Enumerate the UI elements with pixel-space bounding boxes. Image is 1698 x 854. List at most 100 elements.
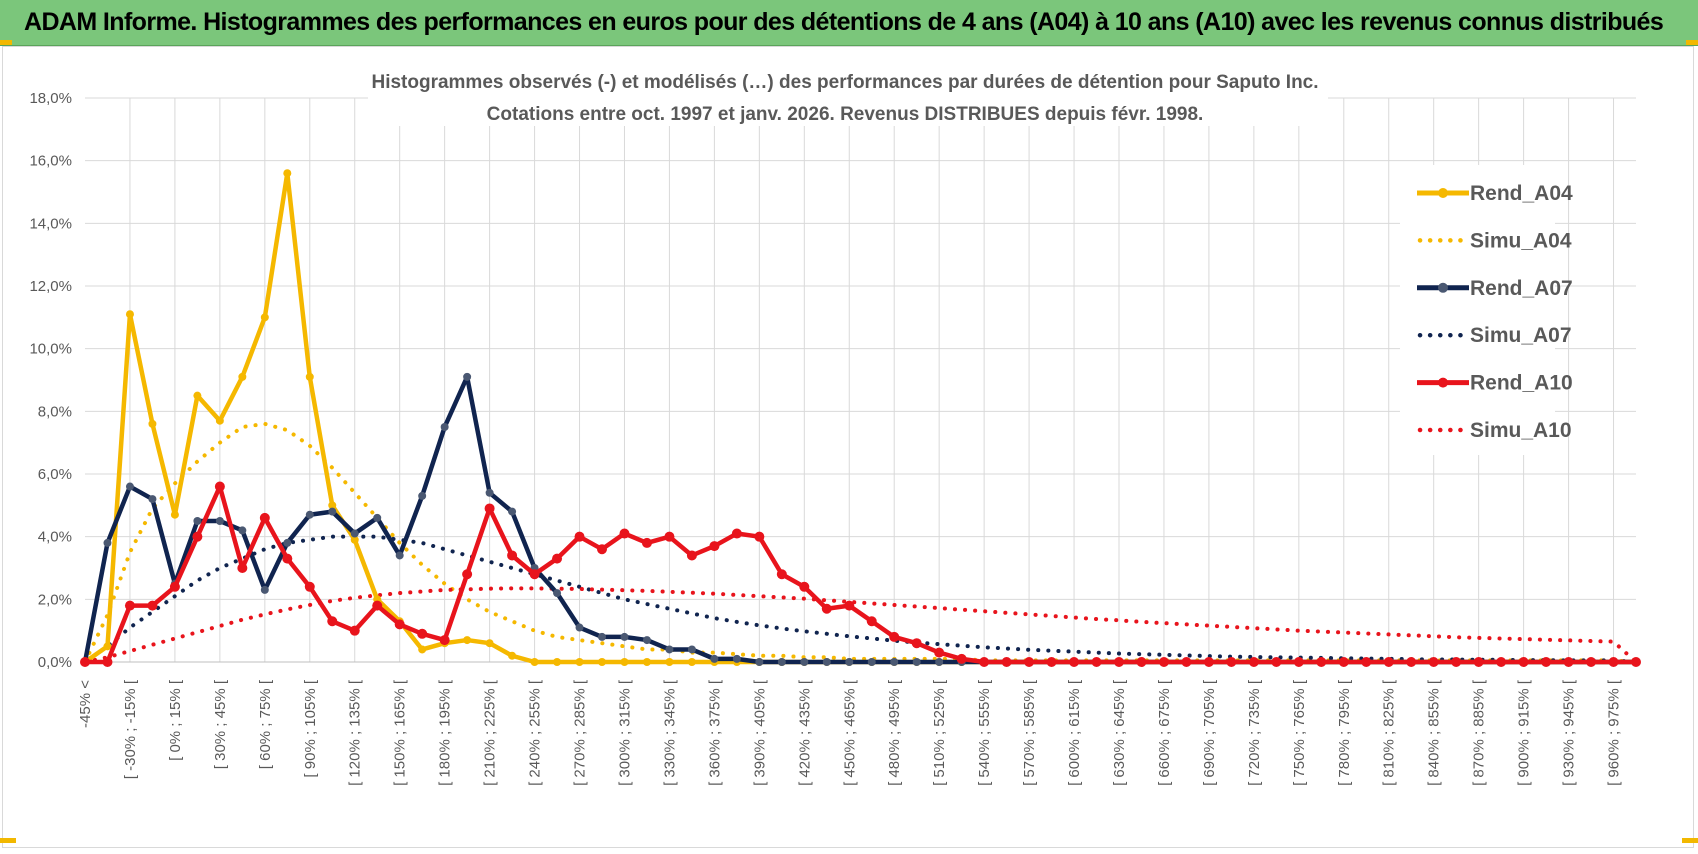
data-point-Rend_A10 <box>124 600 135 611</box>
data-point-Rend_A10 <box>1608 657 1619 667</box>
data-point-Rend_A04 <box>418 645 427 654</box>
legend-label-Rend_A10: Rend_A10 <box>1470 372 1573 395</box>
data-point-Rend_A07 <box>890 658 899 666</box>
data-point-Rend_A10 <box>1271 657 1282 667</box>
chart-title: Histogrammes observés (-) et modélisés (… <box>368 64 1328 126</box>
y-tick-label: 16,0% <box>29 153 72 170</box>
data-point-Rend_A04 <box>463 636 472 645</box>
x-tick-label: [ 180% ; 195% [ <box>437 679 454 786</box>
page-title: ADAM Informe. Histogrammes des performan… <box>24 8 1664 36</box>
data-point-Rend_A07 <box>642 636 651 645</box>
data-point-Rend_A10 <box>1069 657 1080 667</box>
chart-title-line2: Cotations entre oct. 1997 et janv. 2026.… <box>487 104 1204 125</box>
data-point-Rend_A10 <box>911 638 922 649</box>
data-point-Rend_A07 <box>732 654 741 663</box>
y-axis-ticks: 0,0% 2,0% 4,0% 6,0% 8,0% 10,0% 12,0% 14,0% 16,0%… <box>29 90 72 671</box>
data-point-Rend_A10 <box>327 616 338 627</box>
legend-label-Rend_A04: Rend_A04 <box>1470 182 1573 205</box>
data-point-Rend_A10 <box>1518 657 1529 667</box>
data-point-Rend_A04 <box>125 310 134 319</box>
data-point-Rend_A07 <box>193 517 202 525</box>
x-tick-label: [ 690% ; 705% [ <box>1201 679 1218 786</box>
data-point-Rend_A10 <box>979 657 990 667</box>
data-point-Rend_A10 <box>394 619 405 630</box>
data-point-Rend_A10 <box>1383 657 1394 667</box>
data-point-Rend_A07 <box>845 658 854 666</box>
data-point-Rend_A10 <box>821 603 832 614</box>
data-point-Rend_A07 <box>575 623 584 632</box>
data-point-Rend_A04 <box>508 651 517 660</box>
x-tick-label: [ 60% ; 75% [ <box>257 679 274 769</box>
x-tick-label: [ 0% ; 15% [ <box>167 679 184 761</box>
chart-frame <box>2 46 1694 848</box>
x-tick-label: [ 900% ; 915% [ <box>1516 679 1533 786</box>
data-point-Rend_A10 <box>934 647 945 658</box>
data-point-Rend_A10 <box>1541 657 1552 667</box>
legend-label-Simu_A07: Simu_A07 <box>1470 324 1572 347</box>
legend-label-Simu_A04: Simu_A04 <box>1470 229 1572 252</box>
corner-marker-tl <box>0 40 12 45</box>
x-tick-label: [ 930% ; 945% [ <box>1561 679 1578 786</box>
data-point-Rend_A10 <box>844 600 855 611</box>
data-point-Rend_A10 <box>709 541 720 552</box>
data-point-Rend_A10 <box>597 544 607 555</box>
data-point-Rend_A07 <box>463 372 472 381</box>
x-tick-label: [ 540% ; 555% [ <box>976 679 993 786</box>
data-point-Rend_A07 <box>418 491 427 500</box>
data-point-Rend_A10 <box>214 481 225 492</box>
data-point-Rend_A04 <box>305 372 314 381</box>
series-line-Simu_A10 <box>83 586 1638 664</box>
header-banner: ADAM Informe. Histogrammes des performan… <box>0 0 1698 46</box>
data-point-Rend_A10 <box>507 550 518 561</box>
data-point-Rend_A04 <box>350 535 359 544</box>
x-tick-label: [ 420% ; 435% [ <box>796 679 813 786</box>
x-tick-label: [ 450% ; 465% [ <box>841 679 858 786</box>
x-tick-label: [ 750% ; 765% [ <box>1291 679 1308 786</box>
data-point-Rend_A10 <box>1024 657 1035 667</box>
data-point-Rend_A10 <box>889 631 900 642</box>
x-tick-label: [ 570% ; 585% [ <box>1021 679 1038 786</box>
data-point-Rend_A10 <box>1361 657 1372 667</box>
data-point-Rend_A04 <box>215 416 224 425</box>
x-tick-label: [ 360% ; 375% [ <box>706 679 723 786</box>
data-point-Rend_A07 <box>935 658 944 666</box>
data-point-Rend_A04 <box>598 658 606 666</box>
data-point-Rend_A10 <box>1338 657 1349 667</box>
data-point-Rend_A07 <box>485 488 494 497</box>
data-point-Rend_A07 <box>710 654 719 663</box>
data-point-Rend_A07 <box>305 510 314 519</box>
legend-marker-Rend_A10 <box>1438 377 1448 388</box>
data-point-Rend_A07 <box>598 632 606 641</box>
data-point-Rend_A04 <box>687 658 696 666</box>
corner-marker-tr <box>1686 40 1698 45</box>
data-point-Rend_A07 <box>350 529 359 538</box>
data-point-Rend_A07 <box>440 423 449 431</box>
data-point-Rend_A07 <box>620 632 629 641</box>
data-point-Rend_A10 <box>686 550 697 561</box>
data-point-Rend_A10 <box>529 569 540 580</box>
data-point-Rend_A07 <box>260 585 269 594</box>
data-point-Rend_A04 <box>170 510 179 519</box>
data-point-Rend_A07 <box>800 658 809 666</box>
data-point-Rend_A10 <box>484 503 495 514</box>
data-point-Rend_A10 <box>1248 657 1259 667</box>
data-point-Rend_A10 <box>237 563 248 573</box>
legend: Rend_A04 Simu_A04 Rend_A07 Simu_A07 Rend_A10… <box>1400 165 1573 455</box>
series-line-Rend_A10 <box>85 484 1636 665</box>
data-point-Rend_A04 <box>148 419 157 428</box>
corner-marker-bl <box>0 838 16 843</box>
y-tick-label: 8,0% <box>38 403 72 420</box>
data-point-Rend_A07 <box>867 658 876 666</box>
x-tick-label: [ 840% ; 855% [ <box>1426 679 1443 786</box>
data-point-Rend_A10 <box>664 531 675 542</box>
x-tick-label: [ 120% ; 135% [ <box>347 679 364 786</box>
data-point-Rend_A07 <box>395 551 404 560</box>
data-point-Rend_A10 <box>169 581 180 592</box>
data-point-Rend_A07 <box>912 658 921 666</box>
data-point-Rend_A10 <box>1136 657 1147 667</box>
data-point-Rend_A10 <box>731 528 742 539</box>
data-point-Rend_A04 <box>575 658 584 666</box>
data-point-Rend_A10 <box>956 653 967 664</box>
data-point-Rend_A10 <box>304 581 315 592</box>
data-point-Rend_A07 <box>148 495 157 504</box>
